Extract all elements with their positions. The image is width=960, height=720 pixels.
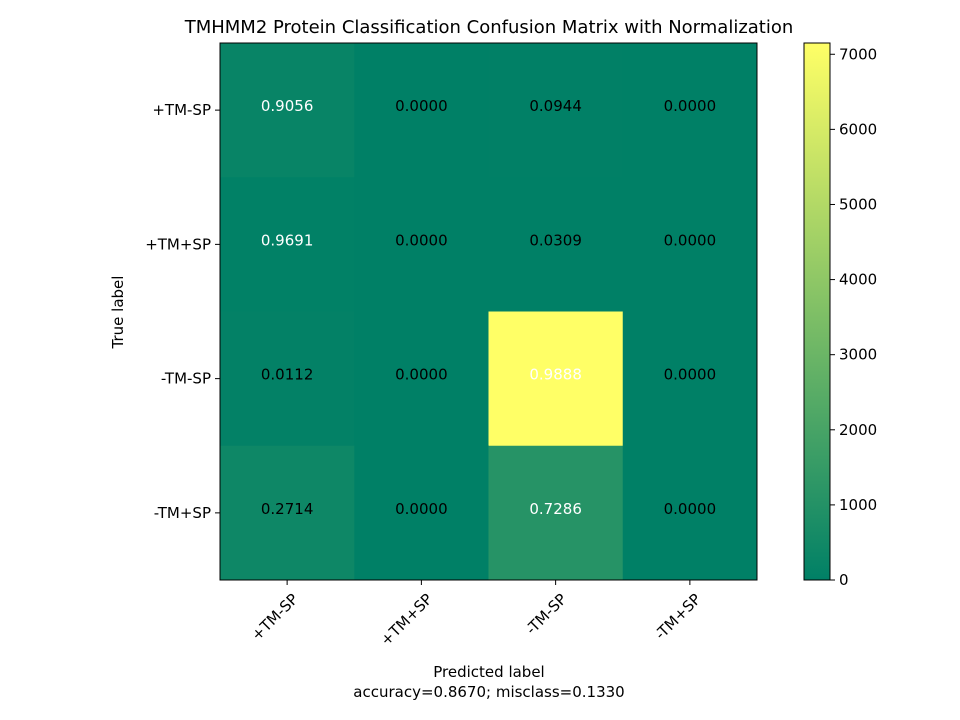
cell-value-label: 0.0309 <box>529 231 582 249</box>
heatmap-cell-labels: 0.9056 0.0000 0.0944 0.0000 0.9691 0.0000 0.03… <box>261 97 716 518</box>
colorbar <box>803 42 831 581</box>
colorbar-tick-label: 2000 <box>839 421 877 439</box>
cell-value-label: 0.9888 <box>529 366 582 384</box>
heatmap-cell <box>354 177 489 312</box>
x-axis-label: Predicted label <box>433 663 544 681</box>
heatmap-cell <box>220 43 355 178</box>
cell-value-label: 0.0000 <box>395 231 448 249</box>
cell-value-label: 0.0000 <box>395 500 448 518</box>
colorbar-tick-label: 5000 <box>839 195 877 213</box>
cell-value-label: 0.0000 <box>664 500 717 518</box>
x-tick-label: -TM-SP <box>522 590 570 638</box>
heatmap-cells <box>220 43 758 581</box>
colorbar-tick-label: 4000 <box>839 271 877 289</box>
heatmap-cell <box>354 43 489 178</box>
plot-frame <box>219 42 758 581</box>
heatmap-cell <box>488 43 624 178</box>
y-tick-label: +TM+SP <box>145 235 211 253</box>
cell-value-label: 0.0000 <box>664 366 717 384</box>
cell-value-label: 0.0000 <box>664 231 717 249</box>
heatmap-cell <box>220 311 355 447</box>
heatmap-cell <box>220 445 355 581</box>
colorbar-tick-label: 3000 <box>839 346 877 364</box>
cell-value-label: 0.0000 <box>664 97 717 115</box>
cell-value-label: 0.9056 <box>261 97 314 115</box>
colorbar-ticks: 0 1000 2000 3000 4000 5000 6000 7000 <box>830 45 877 589</box>
heatmap-cell <box>488 445 624 581</box>
x-tick-label: +TM-SP <box>248 590 302 644</box>
cell-value-label: 0.0000 <box>395 97 448 115</box>
heatmap-cell <box>354 445 489 581</box>
heatmap-cell <box>220 177 355 312</box>
chart-title: TMHMM2 Protein Classification Confusion … <box>184 17 794 38</box>
colorbar-tick-label: 1000 <box>839 496 877 514</box>
x-axis-ticks: +TM-SP +TM+SP -TM-SP -TM+SP <box>248 580 705 649</box>
heatmap-cell <box>622 43 758 178</box>
cell-value-label: 0.0000 <box>395 366 448 384</box>
colorbar-tick-label: 7000 <box>839 45 877 63</box>
y-axis-label: True label <box>109 276 127 350</box>
heatmap-cell <box>354 311 489 447</box>
x-axis-sublabel: accuracy=0.8670; misclass=0.1330 <box>353 683 624 701</box>
heatmap-cell <box>488 311 624 447</box>
colorbar-tick-label: 0 <box>839 571 849 589</box>
heatmap-cell <box>622 177 758 312</box>
cell-value-label: 0.0944 <box>529 97 582 115</box>
heatmap-cell <box>488 177 624 312</box>
y-tick-label: +TM-SP <box>152 101 211 119</box>
y-tick-label: -TM+SP <box>154 504 211 522</box>
x-tick-label: -TM+SP <box>651 590 704 643</box>
x-tick-label: +TM+SP <box>377 590 436 649</box>
colorbar-tick-label: 6000 <box>839 120 877 138</box>
y-tick-label: -TM-SP <box>161 370 211 388</box>
cell-value-label: 0.7286 <box>529 500 582 518</box>
cell-value-label: 0.2714 <box>261 500 314 518</box>
heatmap-cell <box>622 445 758 581</box>
y-axis-ticks: +TM-SP +TM+SP -TM-SP -TM+SP <box>145 101 220 522</box>
cell-value-label: 0.9691 <box>261 231 314 249</box>
cell-value-label: 0.0112 <box>261 366 314 384</box>
heatmap-cell <box>622 311 758 447</box>
